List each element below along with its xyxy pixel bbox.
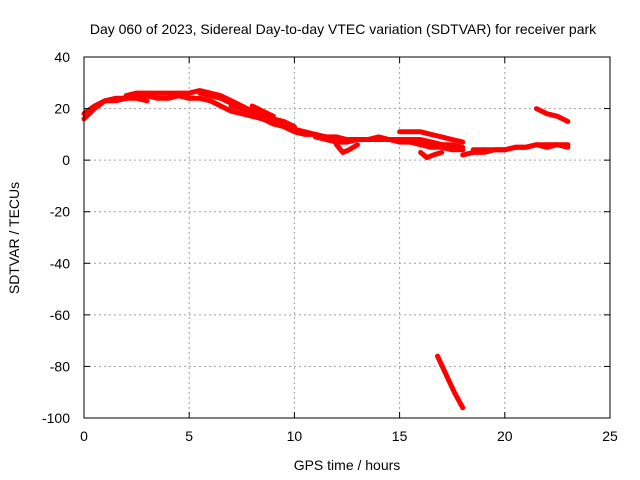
series-arc-18 — [435, 353, 466, 411]
y-tick-label: 40 — [54, 49, 70, 65]
y-tick-label: -80 — [50, 358, 70, 374]
x-tick-label: 10 — [287, 428, 303, 444]
x-tick-label: 5 — [185, 428, 193, 444]
y-tick-labels: -100 -80 -60 -40 -20 0 20 40 — [42, 49, 70, 426]
x-axis-label: GPS time / hours — [294, 457, 401, 473]
x-tick-label: 0 — [80, 428, 88, 444]
y-tick-label: 0 — [62, 152, 70, 168]
grid-lines — [84, 57, 610, 418]
y-tick-label: -60 — [50, 307, 70, 323]
x-tick-label: 15 — [392, 428, 408, 444]
series-arc-10 — [334, 142, 360, 155]
axis-ticks — [83, 56, 611, 419]
series-arc-7 — [249, 103, 276, 119]
series-arc-13 — [407, 137, 466, 150]
x-tick-label: 20 — [497, 428, 513, 444]
series-arc-16 — [470, 142, 571, 153]
data-series — [81, 88, 571, 411]
x-tick-labels: 0 5 10 15 20 25 — [80, 428, 618, 444]
series-arc-2 — [81, 95, 150, 117]
plot-frame — [83, 56, 611, 419]
chart-title: Day 060 of 2023, Sidereal Day-to-day VTE… — [90, 21, 597, 37]
y-tick-label: -40 — [50, 255, 70, 271]
series-arc-17 — [533, 106, 571, 124]
y-tick-label: -20 — [50, 204, 70, 220]
y-axis-label: SDTVAR / TECUs — [6, 182, 22, 294]
series-arc-12 — [397, 129, 466, 145]
y-tick-label: 20 — [54, 101, 70, 117]
x-tick-label: 25 — [602, 428, 618, 444]
series-arc-4 — [186, 95, 276, 124]
y-tick-label: -100 — [42, 410, 70, 426]
series-arc-14 — [418, 149, 445, 161]
